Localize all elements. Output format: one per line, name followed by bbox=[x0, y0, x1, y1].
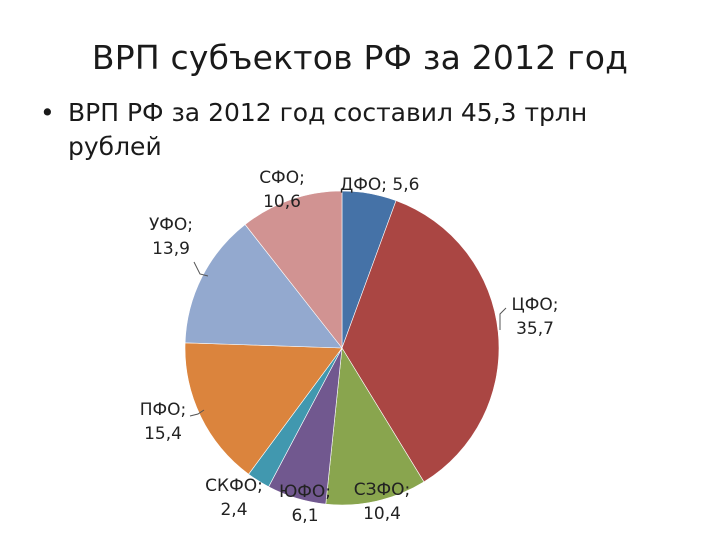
data-label-7: УФО; 13,9 bbox=[149, 215, 193, 259]
bullet-text: ВРП РФ за 2012 год составил 45,3 трлн ру… bbox=[68, 98, 588, 161]
data-label-6: ПФО; 15,4 bbox=[140, 400, 187, 444]
leader-line-6 bbox=[189, 409, 205, 417]
data-label-5: СКФО; 2,4 bbox=[205, 476, 263, 520]
data-label-8: СФО; 10,6 bbox=[259, 168, 305, 212]
pie-slice-6 bbox=[184, 342, 343, 475]
pie-slice-3 bbox=[325, 347, 425, 506]
pie-slice-8 bbox=[244, 190, 343, 349]
leader-line-2 bbox=[499, 307, 507, 330]
bullet-marker: • bbox=[40, 98, 55, 127]
data-label-1: ДФО; 5,6 bbox=[340, 175, 419, 195]
data-labels: ДФО; 5,6 ЦФО; 35,7 СЗФО; 10,4 ЮФО; 6,1 СКФО; 2,4… bbox=[140, 168, 559, 526]
data-label-2: ЦФО; 35,7 bbox=[512, 295, 559, 339]
slide-title: ВРП субъектов РФ за 2012 год bbox=[91, 38, 629, 77]
data-label-4: ЮФО; 6,1 bbox=[279, 482, 331, 526]
pie-slice-7 bbox=[184, 224, 343, 349]
leader-lines bbox=[189, 261, 507, 417]
data-label-3: СЗФО; 10,4 bbox=[354, 480, 411, 524]
leader-line-7 bbox=[193, 261, 209, 277]
pie-slices bbox=[184, 190, 500, 506]
